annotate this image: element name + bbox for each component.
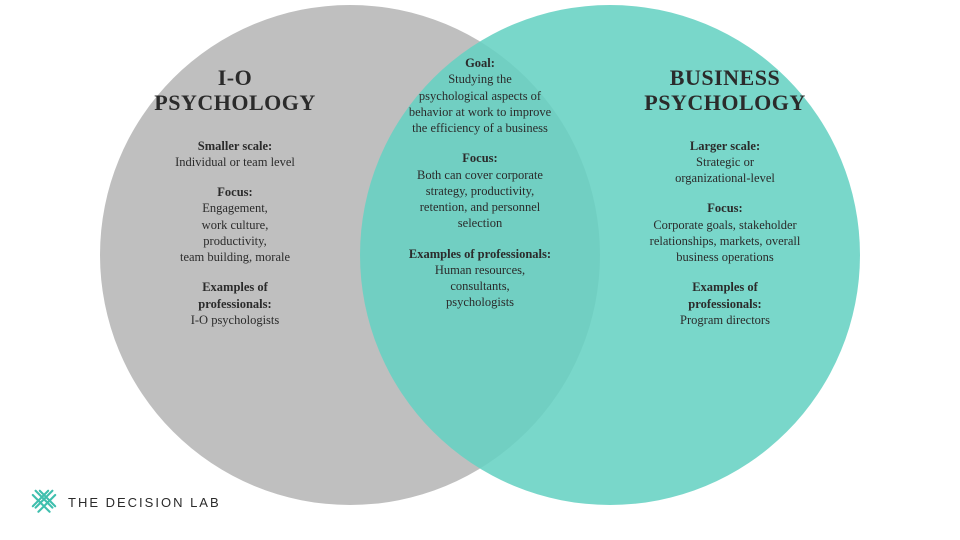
middle-label-0: Goal: xyxy=(380,55,580,71)
right-title-line1: BUSINESS xyxy=(670,65,780,90)
left-block-1: Focus: Engagement,work culture,productiv… xyxy=(120,184,350,265)
middle-block-1: Focus: Both can cover corporatestrategy,… xyxy=(380,150,580,231)
middle-body-2: Human resources,consultants,psychologist… xyxy=(380,262,580,311)
left-body-0: Individual or team level xyxy=(120,154,350,170)
right-body-2: Program directors xyxy=(610,312,840,328)
left-body-2: I-O psychologists xyxy=(120,312,350,328)
right-section: BUSINESS PSYCHOLOGY Larger scale: Strate… xyxy=(610,65,840,328)
logo-mark-icon xyxy=(30,488,58,516)
middle-label-1: Focus: xyxy=(380,150,580,166)
left-label-2: Examples ofprofessionals: xyxy=(120,279,350,312)
left-title: I-O PSYCHOLOGY xyxy=(120,65,350,116)
middle-body-1: Both can cover corporatestrategy, produc… xyxy=(380,167,580,232)
left-title-line2: PSYCHOLOGY xyxy=(154,90,315,115)
middle-section: Goal: Studying thepsychological aspects … xyxy=(380,55,580,311)
right-label-0: Larger scale: xyxy=(610,138,840,154)
venn-diagram-stage: I-O PSYCHOLOGY Smaller scale: Individual… xyxy=(0,0,960,540)
right-label-2: Examples ofprofessionals: xyxy=(610,279,840,312)
right-block-2: Examples ofprofessionals: Program direct… xyxy=(610,279,840,328)
middle-label-2: Examples of professionals: xyxy=(380,246,580,262)
left-body-1: Engagement,work culture,productivity,tea… xyxy=(120,200,350,265)
left-section: I-O PSYCHOLOGY Smaller scale: Individual… xyxy=(120,65,350,328)
brand-logo: THE DECISION LAB xyxy=(30,488,221,516)
left-label-1: Focus: xyxy=(120,184,350,200)
left-block-2: Examples ofprofessionals: I-O psychologi… xyxy=(120,279,350,328)
left-title-line1: I-O xyxy=(218,65,253,90)
middle-block-2: Examples of professionals: Human resourc… xyxy=(380,246,580,311)
right-label-1: Focus: xyxy=(610,200,840,216)
right-block-0: Larger scale: Strategic ororganizational… xyxy=(610,138,840,187)
left-label-0: Smaller scale: xyxy=(120,138,350,154)
left-block-0: Smaller scale: Individual or team level xyxy=(120,138,350,171)
right-block-1: Focus: Corporate goals, stakeholderrelat… xyxy=(610,200,840,265)
middle-body-0: Studying thepsychological aspects ofbeha… xyxy=(380,71,580,136)
right-body-1: Corporate goals, stakeholderrelationship… xyxy=(610,217,840,266)
right-body-0: Strategic ororganizational-level xyxy=(610,154,840,187)
middle-block-0: Goal: Studying thepsychological aspects … xyxy=(380,55,580,136)
right-title: BUSINESS PSYCHOLOGY xyxy=(610,65,840,116)
logo-text: THE DECISION LAB xyxy=(68,495,221,510)
right-title-line2: PSYCHOLOGY xyxy=(644,90,805,115)
